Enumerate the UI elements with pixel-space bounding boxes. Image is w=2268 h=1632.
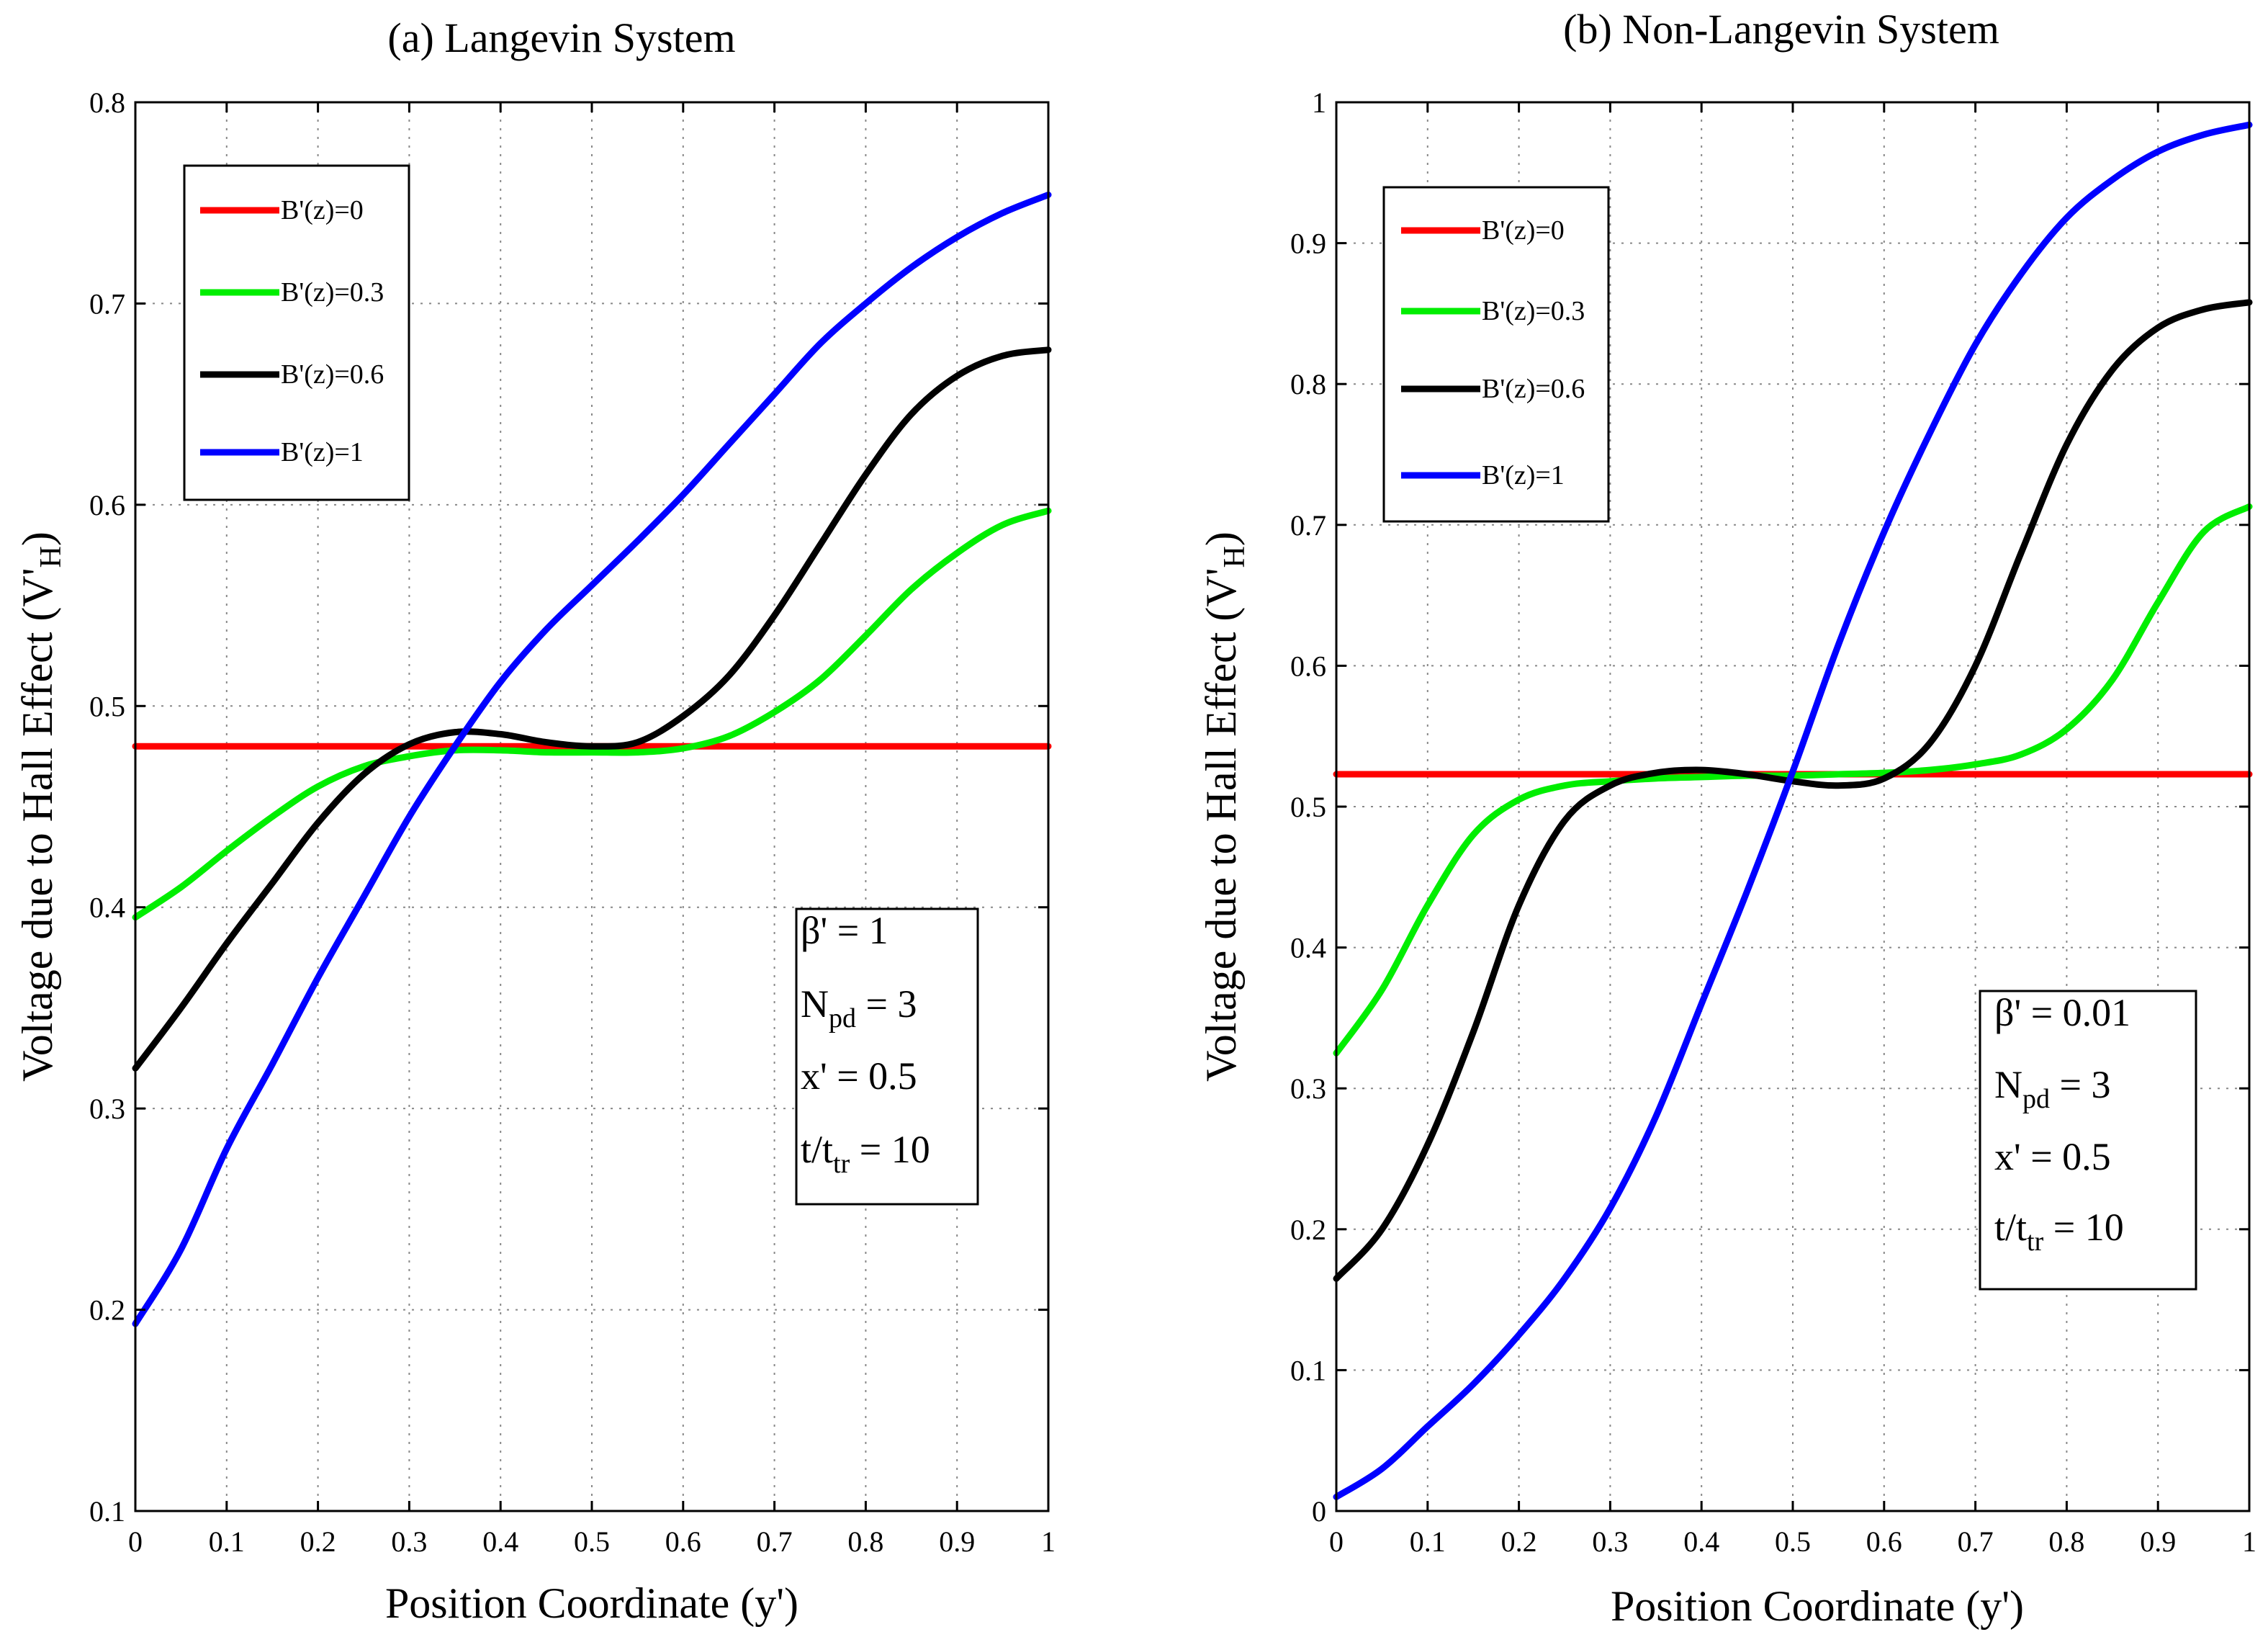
legend-label-3: B'(z)=1: [281, 437, 364, 467]
series-line-3: [1333, 121, 2253, 1500]
param-text-1: Npd = 3: [801, 982, 917, 1034]
params-box: β' = 1 Npd = 3 x' = 0.5 t/ttr = 10: [795, 907, 979, 1206]
y-tick-label: 0.9: [1290, 228, 1326, 260]
legend-box: [1382, 186, 1610, 523]
x-tick-label: 0.6: [665, 1525, 701, 1558]
x-tick-label: 0.5: [574, 1525, 610, 1558]
y-tick-label: 0.4: [89, 892, 125, 924]
x-tick-label: 1: [2242, 1525, 2256, 1558]
x-tick-label: 0.2: [300, 1525, 336, 1558]
x-tick-label: 0.9: [939, 1525, 975, 1558]
x-tick-label: 0.1: [1410, 1525, 1446, 1558]
y-tick-label: 1: [1312, 86, 1326, 119]
y-tick-label: 0.5: [89, 690, 125, 722]
y-tick-label: 0.1: [1290, 1354, 1326, 1386]
chart-non-langevin: 0 0.1 0.2 0.3 0.4 0.5 0.6 0.7 0.8 0.9 1 0 0.1 0.2 0.3 0…: [1197, 6, 2256, 1630]
y-tick-label: 0.4: [1290, 932, 1326, 964]
x-tick-label: 0.3: [1592, 1525, 1628, 1558]
params-box: β' = 0.01 Npd = 3 x' = 0.5 t/ttr = 10: [1979, 990, 2197, 1291]
y-tick-label: 0.8: [1290, 368, 1326, 400]
param-text-3: t/ttr = 10: [801, 1128, 930, 1179]
y-tick-label: 0.3: [89, 1093, 125, 1125]
x-tick-label: 0.4: [482, 1525, 518, 1558]
legend: B'(z)=0 B'(z)=0.3 B'(z)=0.6 B'(z)=1: [183, 164, 410, 501]
y-tick-label: 0.3: [1290, 1072, 1326, 1105]
legend-label-2: B'(z)=0.6: [281, 359, 384, 390]
chart-title: (a) Langevin System: [387, 14, 735, 61]
y-tick-label: 0.7: [89, 287, 125, 320]
x-tick-label: 0: [128, 1525, 143, 1558]
param-text-1: Npd = 3: [1994, 1063, 2110, 1114]
series-line-1: [132, 507, 1052, 921]
chart-title: (b) Non-Langevin System: [1563, 6, 1999, 53]
legend-box: [183, 164, 410, 501]
series-line-3: [132, 192, 1052, 1327]
x-tick-label: 0.7: [757, 1525, 793, 1558]
param-text-3: t/ttr = 10: [1994, 1206, 2124, 1257]
series-line-2: [132, 346, 1052, 1072]
y-tick-label: 0.5: [1290, 791, 1326, 823]
x-axis-label: Position Coordinate (y'): [385, 1579, 798, 1627]
x-tick-label: 0.9: [2140, 1525, 2176, 1558]
y-tick-label: 0.7: [1290, 509, 1326, 542]
x-tick-label: 0.8: [847, 1525, 883, 1558]
y-tick-label: 0.2: [1290, 1214, 1326, 1246]
x-tick-label: 0.8: [2048, 1525, 2084, 1558]
legend-label-2: B'(z)=0.6: [1482, 374, 1585, 404]
y-axis-label: Voltage due to Hall Effect (V'H): [1197, 532, 1251, 1082]
legend-label-0: B'(z)=0: [281, 195, 364, 225]
x-tick-label: 0.1: [209, 1525, 245, 1558]
x-tick-label: 1: [1041, 1525, 1056, 1558]
legend-label-3: B'(z)=1: [1482, 460, 1565, 490]
y-tick-label: 0: [1312, 1495, 1326, 1528]
params-frame: [795, 907, 979, 1206]
x-axis-label: Position Coordinate (y'): [1611, 1582, 2024, 1630]
param-text-0: β' = 1: [801, 909, 888, 952]
legend: B'(z)=0 B'(z)=0.3 B'(z)=0.6 B'(z)=1: [1382, 186, 1610, 523]
y-tick-label: 0.6: [89, 489, 125, 521]
x-tick-label: 0: [1329, 1525, 1344, 1558]
chart-langevin: 0 0.1 0.2 0.3 0.4 0.5 0.6 0.7 0.8 0.9 10.10.20.30.…: [14, 14, 1056, 1627]
x-tick-label: 0.7: [1958, 1525, 1994, 1558]
legend-label-1: B'(z)=0.3: [1482, 296, 1585, 326]
y-tick-label: 0.1: [89, 1495, 125, 1528]
x-tick-label: 0.2: [1501, 1525, 1537, 1558]
param-text-2: x' = 0.5: [1994, 1135, 2111, 1178]
y-axis-label: Voltage due to Hall Effect (V'H): [14, 532, 68, 1082]
y-tick-label: 0.2: [89, 1294, 125, 1327]
series-line-2: [1333, 299, 2253, 1282]
param-text-0: β' = 0.01: [1994, 991, 2130, 1034]
y-tick-label: 0.8: [89, 86, 125, 119]
x-tick-label: 0.3: [391, 1525, 427, 1558]
param-text-2: x' = 0.5: [801, 1054, 917, 1098]
params-frame: [1979, 990, 2197, 1291]
legend-label-1: B'(z)=0.3: [281, 277, 384, 308]
x-tick-label: 0.5: [1775, 1525, 1811, 1558]
legend-label-0: B'(z)=0: [1482, 215, 1565, 246]
y-tick-label: 0.6: [1290, 650, 1326, 682]
x-tick-label: 0.4: [1683, 1525, 1719, 1558]
x-tick-label: 0.6: [1866, 1525, 1902, 1558]
